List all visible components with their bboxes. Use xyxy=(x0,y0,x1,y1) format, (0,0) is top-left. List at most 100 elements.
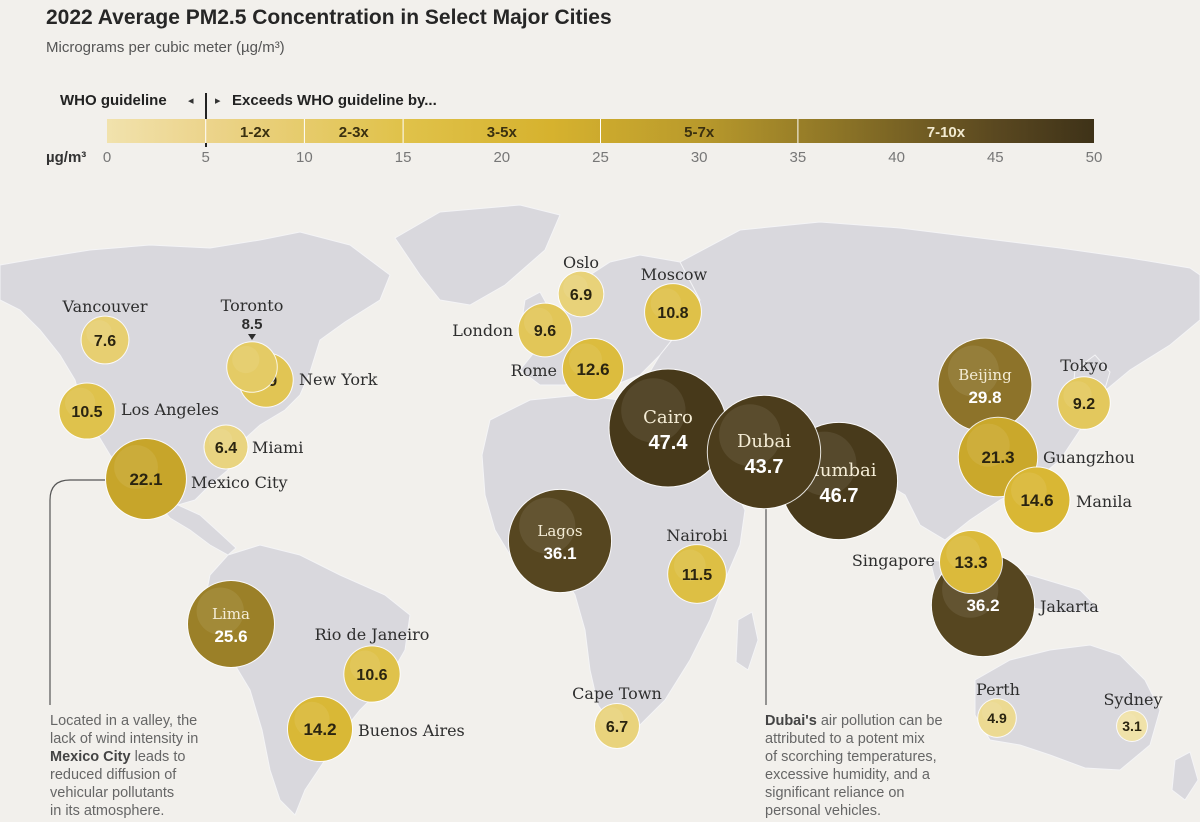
city-bubble-moscow: 10.8 Moscow xyxy=(641,265,708,341)
city-name-label: New York xyxy=(299,370,378,389)
bubble-highlight xyxy=(519,497,576,554)
city-name-label: Perth xyxy=(976,680,1020,699)
exceeds-guideline-label: Exceeds WHO guideline by... xyxy=(232,92,437,109)
city-name-label: Rio de Janeiro xyxy=(315,625,430,644)
land-new-zealand xyxy=(1171,751,1199,801)
bubble-circle xyxy=(668,545,726,603)
city-bubble-mumbai: Mumbai 46.7 xyxy=(779,421,899,541)
scale-tick-label: 30 xyxy=(690,149,708,166)
scale-tick-label: 40 xyxy=(888,149,905,166)
bubble-circle xyxy=(344,646,400,702)
city-bubble-cape-town: 6.7 Cape Town xyxy=(572,684,662,750)
bubble-circle xyxy=(940,531,1002,593)
city-bubble-vancouver: 7.6 Vancouver xyxy=(62,297,148,365)
city-bubble-cairo: Cairo 47.4 xyxy=(608,368,728,488)
scale-tick-label: 0 xyxy=(102,149,112,166)
bubble-circle xyxy=(609,369,727,487)
city-name-label: Manila xyxy=(1076,492,1132,511)
mexico-note-leader-line xyxy=(49,479,105,705)
bubble-circle xyxy=(106,439,186,519)
city-value-label: 4.9 xyxy=(987,710,1007,726)
city-bubble-beijing: Beijing 29.8 xyxy=(937,337,1033,433)
city-name-label: Tokyo xyxy=(1060,356,1107,375)
scale-tick-label: 35 xyxy=(789,149,807,166)
left-arrow-icon: ◂ xyxy=(188,95,194,107)
city-name-label: Buenos Aires xyxy=(358,721,465,740)
bubble-highlight xyxy=(523,307,553,337)
toronto-pointer-icon xyxy=(248,334,256,340)
city-value-label: 46.7 xyxy=(820,485,859,507)
bubble-circle xyxy=(707,395,821,509)
city-bubble-rio-de-janeiro: 10.6 Rio de Janeiro xyxy=(315,625,430,703)
city-bubble-miami: 6.4 Miami xyxy=(203,424,303,470)
city-bubble-lima: Lima 25.6 xyxy=(186,579,276,669)
city-bubble-sydney: 3.1 Sydney xyxy=(1103,690,1163,742)
city-bubble-manila: 14.6 Manila xyxy=(1003,466,1132,534)
chart-title: 2022 Average PM2.5 Concentration in Sele… xyxy=(46,6,612,29)
city-value-label: 12.6 xyxy=(576,360,609,379)
bubble-highlight xyxy=(114,445,158,489)
city-name-label: Lagos xyxy=(537,522,582,540)
city-value-label: 9.6 xyxy=(534,323,556,340)
right-arrow-icon: ▸ xyxy=(215,95,221,107)
city-name-label: Mexico City xyxy=(191,473,288,492)
bubble-circle xyxy=(938,338,1032,432)
city-value-label: 47.4 xyxy=(649,432,689,454)
city-bubble-oslo: 6.9 Oslo xyxy=(557,253,605,318)
bubble-circle xyxy=(562,338,624,400)
scale-tick-label: 25 xyxy=(592,149,609,166)
city-value-label: 29.8 xyxy=(968,388,1001,407)
bubble-highlight xyxy=(673,549,706,582)
city-value-label: 22.1 xyxy=(129,470,162,489)
city-name-label: Singapore xyxy=(852,551,935,570)
city-bubble-guangzhou: 21.3 Guangzhou xyxy=(957,416,1135,498)
bubble-highlight xyxy=(719,404,781,467)
city-name-label: Rome xyxy=(511,361,557,380)
city-value-label: 6.9 xyxy=(570,287,592,304)
chart-subtitle: Micrograms per cubic meter (µg/m³) xyxy=(46,39,285,56)
scale-segment-label: 5-7x xyxy=(684,124,715,141)
bubble-highlight xyxy=(1120,713,1137,730)
city-bubble-rome: 12.6 Rome xyxy=(511,337,625,401)
bubble-circle xyxy=(1004,467,1070,533)
city-value-label: 6.4 xyxy=(215,440,237,457)
city-bubble-dubai: Dubai 43.7 xyxy=(706,394,822,510)
bubble-circle xyxy=(594,703,640,749)
scale-tick-label: 10 xyxy=(296,149,313,166)
bubble-highlight xyxy=(196,587,244,635)
city-name-label: Los Angeles xyxy=(121,400,219,419)
city-bubble-tokyo: 9.2 Tokyo xyxy=(1057,356,1111,430)
land-australia xyxy=(974,644,1161,771)
bubble-circle xyxy=(508,489,612,593)
bubble-circle xyxy=(287,696,353,762)
city-name-label: Mumbai xyxy=(801,460,876,481)
scale-tick-label: 15 xyxy=(394,149,412,166)
city-bubble-los-angeles: 10.5 Los Angeles xyxy=(58,382,219,440)
toronto-value-callout: 8.5 xyxy=(242,316,263,333)
scale-segment-label: 1-2x xyxy=(240,124,271,141)
city-name-label: Miami xyxy=(252,438,303,457)
who-guideline-label: WHO guideline xyxy=(60,92,167,109)
scale-unit-label: µg/m³ xyxy=(46,149,87,166)
city-name-label: Lima xyxy=(212,605,250,623)
scale-tick-label: 50 xyxy=(1085,149,1103,166)
bubble-circle xyxy=(227,342,277,392)
color-scale-bar: 1-2x 2-3x 3-5x 5-7x 7-10x xyxy=(107,119,1094,143)
city-name-label: Guangzhou xyxy=(1043,448,1135,467)
city-bubble-nairobi: 11.5 Nairobi xyxy=(666,526,728,604)
bubble-highlight xyxy=(650,288,682,319)
city-bubble-singapore: 13.3 Singapore xyxy=(852,530,1003,594)
city-bubble-mexico-city: 22.1 Mexico City xyxy=(105,438,288,520)
scale-tick-label: 5 xyxy=(201,149,210,166)
bubble-circle xyxy=(187,580,275,668)
bubble-highlight xyxy=(946,535,981,570)
city-bubble-perth: 4.9 Perth xyxy=(976,680,1020,738)
city-value-label: 9.2 xyxy=(1073,396,1095,413)
land-madagascar xyxy=(735,611,759,671)
city-name-label: Cape Town xyxy=(572,684,662,703)
bubble-circle xyxy=(1117,711,1147,741)
bubble-highlight xyxy=(64,387,96,418)
bubble-circle xyxy=(204,425,248,469)
